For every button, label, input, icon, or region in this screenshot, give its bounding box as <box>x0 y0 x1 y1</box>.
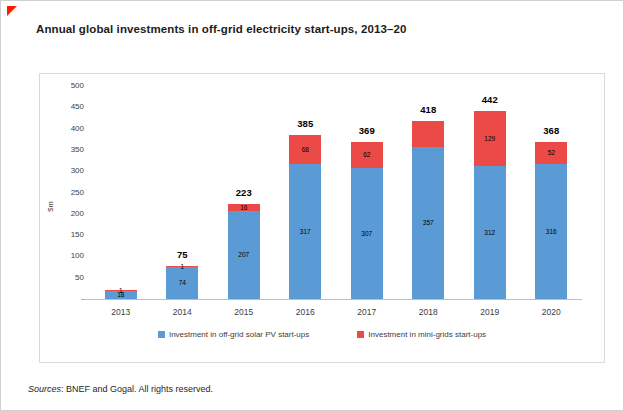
legend-swatch-solar-icon <box>158 331 165 338</box>
bar-segment-minigrids <box>412 121 444 147</box>
bar-column-2019: 3121294422019 <box>459 86 521 299</box>
segment-value-solar: 312 <box>474 229 506 237</box>
legend-label-solar: Investment in off-grid solar PV start-up… <box>169 330 309 339</box>
y-tick-label: 200 <box>52 209 84 219</box>
x-tick-label: 2018 <box>406 307 450 317</box>
y-tick-label: - <box>52 294 84 304</box>
x-tick-label: 2019 <box>468 307 512 317</box>
segment-value-minigrids: 68 <box>289 146 321 154</box>
x-tick-label: 2014 <box>160 307 204 317</box>
y-tick-label: 100 <box>52 251 84 261</box>
segment-value-minigrids: 16 <box>228 204 260 212</box>
y-tick-label: 350 <box>52 145 84 155</box>
bar-total-label: 418 <box>406 104 450 115</box>
plot-area: 1812013741752014207162232015317683852016… <box>90 86 582 299</box>
source-note: Sources: BNEF and Gogal. All rights rese… <box>28 384 213 394</box>
legend-entry-minigrids: Investment in mini-grids start-ups <box>357 330 486 339</box>
segment-value-solar: 317 <box>289 228 321 236</box>
segment-value-minigrids: 52 <box>535 149 567 157</box>
legend-swatch-minigrids-icon <box>357 331 364 338</box>
y-tick-label: 50 <box>52 273 84 283</box>
x-tick-label: 2020 <box>529 307 573 317</box>
document-page: Annual global investments in off-grid el… <box>0 0 624 411</box>
legend-entry-solar: Investment in off-grid solar PV start-up… <box>158 330 309 339</box>
bar-total-label: 368 <box>529 125 573 136</box>
y-tick-label: 500 <box>52 81 84 91</box>
segment-value-minigrids: 62 <box>351 151 383 159</box>
x-tick-label: 2015 <box>222 307 266 317</box>
x-tick-label: 2016 <box>283 307 327 317</box>
bar-column-2014: 741752014 <box>152 86 214 299</box>
bar-column-2018: 3574182018 <box>398 86 460 299</box>
y-tick-label: 450 <box>52 102 84 112</box>
chart-legend: Investment in off-grid solar PV start-up… <box>40 330 604 339</box>
legend-label-minigrids: Investment in mini-grids start-ups <box>368 330 486 339</box>
bar-total-label: 223 <box>222 187 266 198</box>
bar-column-2013: 1812013 <box>90 86 152 299</box>
y-tick-label: 400 <box>52 124 84 134</box>
segment-value-solar: 74 <box>166 279 198 287</box>
segment-value-solar: 357 <box>412 219 444 227</box>
segment-value-minigrids: 1 <box>105 287 137 295</box>
x-axis-line <box>84 299 582 300</box>
source-note-text: : BNEF and Gogal. All rights reserved. <box>61 384 213 394</box>
bar-total-label: 442 <box>468 94 512 105</box>
bar-total-label: 75 <box>160 249 204 260</box>
red-corner-mark-icon <box>7 6 17 16</box>
x-tick-label: 2017 <box>345 307 389 317</box>
segment-value-solar: 316 <box>535 228 567 236</box>
y-tick-label: 300 <box>52 166 84 176</box>
y-axis-ticks: 50045040035030025020015010050- <box>52 86 84 299</box>
bar-total-label: 369 <box>345 125 389 136</box>
bar-column-2017: 307623692017 <box>336 86 398 299</box>
source-note-prefix: Sources <box>28 384 61 394</box>
segment-value-minigrids: 129 <box>474 135 506 143</box>
segment-value-minigrids: 1 <box>166 263 198 271</box>
chart-frame: $m 50045040035030025020015010050- 181201… <box>39 73 605 363</box>
y-tick-label: 250 <box>52 188 84 198</box>
y-tick-label: 150 <box>52 230 84 240</box>
chart-title: Annual global investments in off-grid el… <box>36 23 406 35</box>
segment-value-solar: 307 <box>351 230 383 238</box>
bar-column-2016: 317683852016 <box>275 86 337 299</box>
bar-column-2015: 207162232015 <box>213 86 275 299</box>
segment-value-solar: 207 <box>228 251 260 259</box>
bar-column-2020: 316523682020 <box>521 86 583 299</box>
bar-total-label: 385 <box>283 118 327 129</box>
x-tick-label: 2013 <box>99 307 143 317</box>
